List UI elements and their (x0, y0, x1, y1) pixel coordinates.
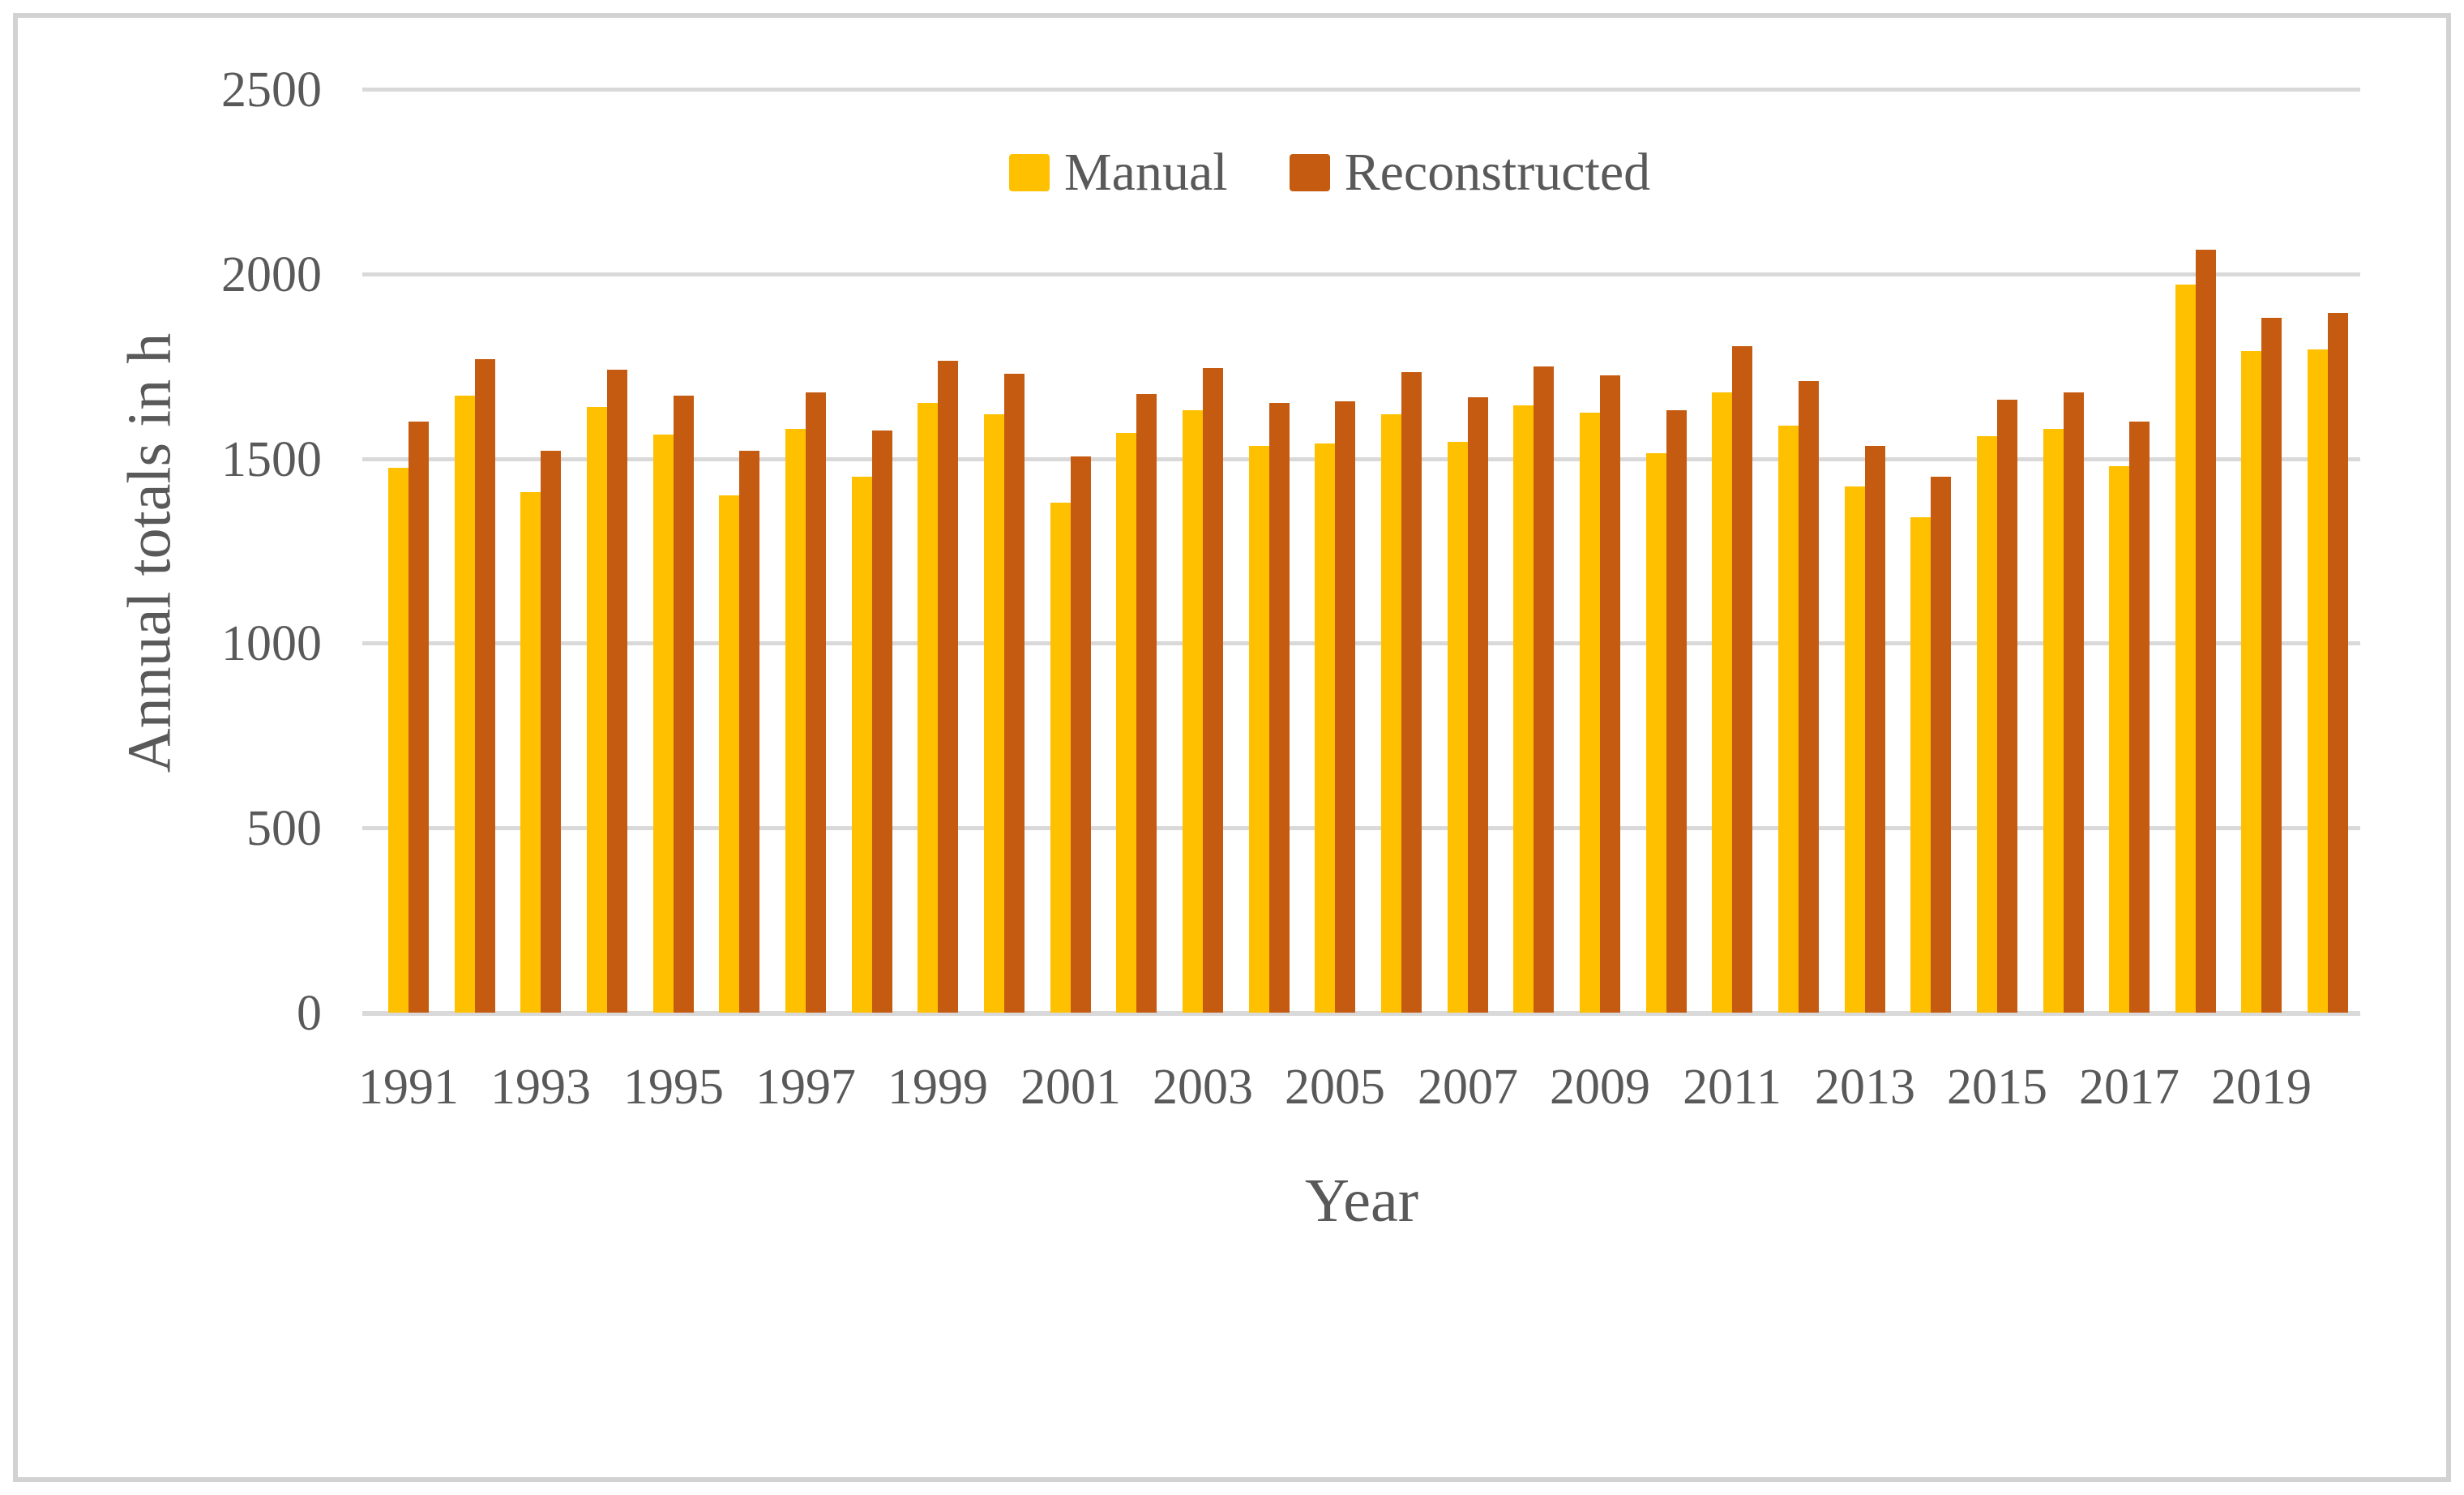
x-axis-title: Year (1304, 1167, 1419, 1235)
x-tick-label-2005: 2005 (1285, 1060, 1385, 1115)
bar-reconstructed-2011 (1732, 346, 1752, 1013)
bar-reconstructed-1994 (607, 370, 627, 1013)
bar-reconstructed-1997 (806, 392, 826, 1013)
bar-reconstructed-2016 (2064, 392, 2084, 1013)
gridline-0 (362, 1011, 2360, 1016)
x-tick-label-1993: 1993 (490, 1060, 591, 1115)
x-tick-label-2019: 2019 (2211, 1060, 2312, 1115)
x-tick-label-2015: 2015 (1947, 1060, 2047, 1115)
bar-reconstructed-1992 (475, 359, 495, 1013)
legend: Manual Reconstructed (1009, 146, 1650, 199)
bar-manual-2020 (2308, 349, 2328, 1013)
bar-manual-1997 (785, 429, 806, 1013)
y-tick-label-2500: 2500 (221, 62, 322, 118)
bar-manual-2001 (1050, 503, 1071, 1013)
bar-manual-1992 (455, 396, 475, 1013)
bar-reconstructed-2020 (2328, 313, 2348, 1013)
bar-reconstructed-2013 (1865, 446, 1885, 1013)
bar-reconstructed-2010 (1666, 410, 1687, 1013)
legend-label-reconstructed: Reconstructed (1344, 143, 1651, 202)
bar-manual-2009 (1580, 413, 1600, 1013)
bar-reconstructed-2007 (1468, 397, 1488, 1013)
bar-manual-1993 (520, 492, 541, 1013)
bar-manual-1991 (388, 468, 409, 1013)
x-tick-label-2013: 2013 (1815, 1060, 1915, 1115)
bar-manual-2019 (2241, 351, 2261, 1013)
bar-reconstructed-1993 (541, 451, 561, 1013)
y-axis-title: Annual totals in h (115, 332, 184, 773)
bar-reconstructed-2003 (1203, 368, 1223, 1013)
bar-manual-1998 (852, 477, 872, 1013)
bar-manual-1994 (587, 407, 607, 1013)
bar-reconstructed-2004 (1269, 403, 1290, 1013)
bar-reconstructed-1998 (872, 431, 892, 1013)
legend-label-manual: Manual (1064, 143, 1228, 202)
bar-manual-2002 (1116, 433, 1136, 1013)
bar-manual-2005 (1315, 443, 1335, 1013)
y-tick-label-500: 500 (246, 801, 322, 857)
bar-reconstructed-2014 (1931, 477, 1951, 1013)
gridline-500 (362, 826, 2360, 831)
bar-manual-2004 (1249, 446, 1269, 1013)
bar-reconstructed-2017 (2129, 422, 2150, 1013)
bar-manual-2011 (1712, 392, 1732, 1013)
gridline-1000 (362, 641, 2360, 646)
bar-reconstructed-2001 (1071, 456, 1091, 1013)
bar-manual-1995 (653, 435, 674, 1013)
bar-manual-2003 (1183, 410, 1203, 1013)
bar-reconstructed-2018 (2196, 250, 2216, 1013)
bar-reconstructed-2019 (2261, 318, 2282, 1013)
x-tick-label-2003: 2003 (1153, 1060, 1253, 1115)
bar-manual-2000 (984, 414, 1004, 1013)
x-tick-label-2011: 2011 (1683, 1060, 1782, 1115)
x-tick-label-1995: 1995 (623, 1060, 724, 1115)
bar-manual-2010 (1646, 453, 1666, 1013)
x-tick-label-2017: 2017 (2079, 1060, 2180, 1115)
x-tick-label-2009: 2009 (1550, 1060, 1650, 1115)
y-tick-label-1500: 1500 (221, 431, 322, 487)
bar-reconstructed-2008 (1534, 366, 1554, 1013)
bar-manual-2013 (1845, 486, 1865, 1013)
reconstructed-series-swatch-icon (1289, 154, 1330, 191)
bar-reconstructed-1995 (674, 396, 694, 1013)
gridline-1500 (362, 456, 2360, 461)
bar-manual-2015 (1977, 436, 1997, 1013)
bar-reconstructed-2009 (1600, 375, 1620, 1013)
bar-manual-2014 (1910, 517, 1931, 1013)
bar-reconstructed-1999 (938, 361, 958, 1013)
y-tick-label-0: 0 (297, 986, 322, 1041)
bar-manual-2017 (2109, 466, 2129, 1013)
manual-series-swatch-icon (1009, 154, 1050, 191)
bar-reconstructed-1991 (409, 422, 429, 1013)
x-tick-label-2001: 2001 (1020, 1060, 1121, 1115)
bar-manual-1996 (719, 495, 739, 1013)
bar-manual-2007 (1448, 442, 1468, 1013)
bar-manual-2018 (2175, 285, 2196, 1013)
gridline-2500 (362, 88, 2360, 92)
bar-reconstructed-2006 (1401, 372, 1422, 1013)
bar-reconstructed-1996 (739, 451, 759, 1013)
bar-reconstructed-2000 (1004, 374, 1025, 1013)
bar-manual-2016 (2043, 429, 2064, 1013)
legend-item-manual: Manual (1009, 146, 1228, 199)
x-tick-label-1997: 1997 (755, 1060, 856, 1115)
bar-reconstructed-2012 (1799, 381, 1819, 1013)
y-tick-label-2000: 2000 (221, 246, 322, 302)
bar-reconstructed-2005 (1335, 401, 1355, 1013)
gridline-2000 (362, 272, 2360, 276)
x-tick-label-1999: 1999 (888, 1060, 988, 1115)
legend-item-reconstructed: Reconstructed (1289, 143, 1651, 202)
x-tick-label-1991: 1991 (358, 1060, 459, 1115)
bar-manual-1999 (918, 403, 938, 1013)
x-tick-label-2007: 2007 (1418, 1060, 1518, 1115)
bar-manual-2012 (1778, 426, 1799, 1013)
y-tick-label-1000: 1000 (221, 616, 322, 672)
bar-manual-2008 (1513, 405, 1534, 1013)
bar-reconstructed-2002 (1136, 394, 1157, 1013)
bar-reconstructed-2015 (1997, 400, 2017, 1013)
bar-manual-2006 (1381, 414, 1401, 1013)
